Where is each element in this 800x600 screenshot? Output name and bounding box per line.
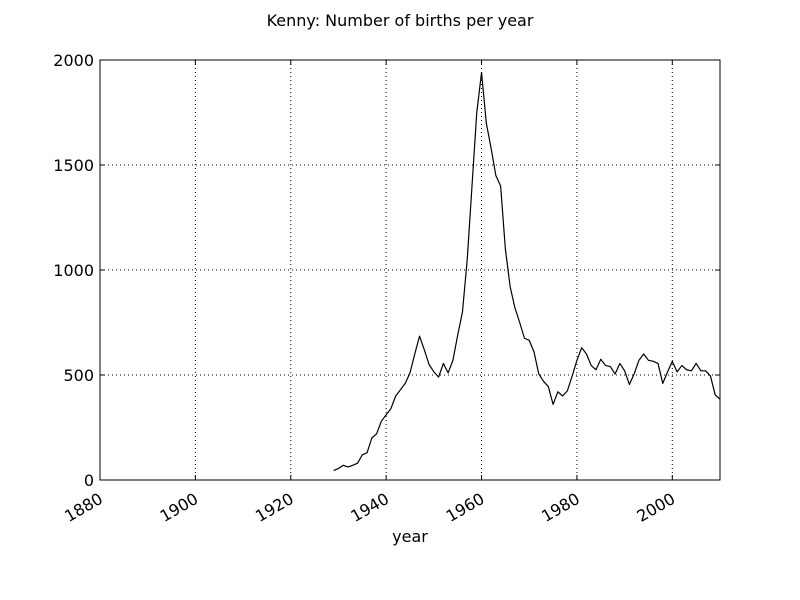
y-tick-label: 500 <box>63 366 94 385</box>
grid <box>99 59 720 481</box>
tick-labels: 1880 1900 1920 1940 1960 1980 2000 0 500 1000 1500… <box>53 51 678 526</box>
y-tick-label: 1000 <box>53 261 94 280</box>
series <box>333 71 721 472</box>
x-tick-label: 1900 <box>157 489 202 526</box>
y-tick-label: 2000 <box>53 51 94 70</box>
x-tick-label: 1960 <box>443 489 488 526</box>
series-line <box>333 71 721 472</box>
plot-frame <box>99 59 721 481</box>
x-tick-label: 1920 <box>252 489 297 526</box>
y-tick-label: 1500 <box>53 156 94 175</box>
x-tick-label: 2000 <box>634 489 679 526</box>
x-tick-label: 1940 <box>347 489 392 526</box>
x-tick-label: 1880 <box>61 489 106 526</box>
chart-title: Kenny: Number of births per year <box>267 11 534 30</box>
x-axis-label: year <box>392 527 428 546</box>
y-tick-label: 0 <box>84 471 94 490</box>
x-tick-label: 1980 <box>538 489 583 526</box>
